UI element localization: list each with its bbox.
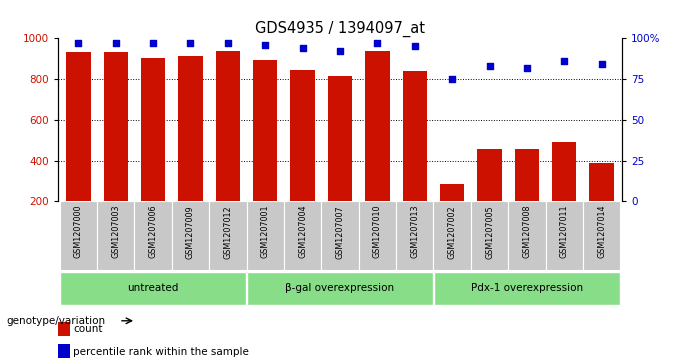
Point	[409, 44, 420, 49]
Point	[522, 65, 532, 70]
Text: genotype/variation: genotype/variation	[7, 316, 106, 326]
Text: GSM1207003: GSM1207003	[112, 205, 120, 258]
Bar	[471, 201, 508, 270]
Text: GSM1207007: GSM1207007	[335, 205, 345, 258]
Bar	[248, 272, 432, 305]
Bar	[284, 201, 322, 270]
Point	[148, 40, 158, 46]
Bar	[66, 52, 90, 242]
Bar	[583, 201, 620, 270]
Bar	[508, 201, 545, 270]
Point	[297, 45, 308, 51]
Title: GDS4935 / 1394097_at: GDS4935 / 1394097_at	[255, 21, 425, 37]
Bar	[545, 201, 583, 270]
Bar	[58, 344, 70, 359]
Text: GSM1207005: GSM1207005	[485, 205, 494, 258]
Point	[596, 61, 607, 67]
Bar	[358, 201, 396, 270]
Bar	[253, 60, 277, 242]
Bar	[103, 52, 128, 242]
Bar	[209, 201, 247, 270]
Text: GSM1207006: GSM1207006	[149, 205, 158, 258]
Bar	[590, 163, 614, 242]
Text: Pdx-1 overexpression: Pdx-1 overexpression	[471, 283, 583, 293]
Bar	[477, 150, 502, 242]
Text: GSM1207000: GSM1207000	[74, 205, 83, 258]
Bar	[247, 201, 284, 270]
Bar	[61, 272, 245, 305]
Bar	[435, 272, 619, 305]
Text: GSM1207001: GSM1207001	[260, 205, 270, 258]
Bar	[328, 76, 352, 242]
Bar	[365, 52, 390, 242]
Text: GSM1207002: GSM1207002	[447, 205, 457, 258]
Bar	[440, 184, 464, 242]
Text: β-gal overexpression: β-gal overexpression	[286, 283, 394, 293]
Point	[335, 48, 345, 54]
Point	[73, 40, 84, 46]
Bar	[433, 201, 471, 270]
Text: GSM1207014: GSM1207014	[597, 205, 606, 258]
Bar	[396, 201, 433, 270]
Bar	[403, 71, 427, 242]
Bar	[172, 201, 209, 270]
Text: GSM1207009: GSM1207009	[186, 205, 195, 258]
Bar	[135, 201, 172, 270]
Bar	[290, 70, 315, 242]
Text: GSM1207010: GSM1207010	[373, 205, 382, 258]
Point	[372, 40, 383, 46]
Bar	[58, 322, 70, 336]
Text: GSM1207013: GSM1207013	[410, 205, 420, 258]
Bar	[552, 142, 577, 242]
Point	[110, 40, 121, 46]
Text: GSM1207012: GSM1207012	[223, 205, 233, 258]
Point	[185, 40, 196, 46]
Bar	[178, 57, 203, 242]
Bar	[322, 201, 358, 270]
Bar	[60, 201, 97, 270]
Bar	[97, 201, 135, 270]
Point	[559, 58, 570, 64]
Point	[222, 40, 233, 46]
Bar	[216, 52, 240, 242]
Text: count: count	[73, 324, 103, 334]
Text: untreated: untreated	[127, 283, 179, 293]
Point	[447, 76, 458, 82]
Bar	[515, 150, 539, 242]
Text: GSM1207008: GSM1207008	[522, 205, 531, 258]
Text: GSM1207011: GSM1207011	[560, 205, 568, 258]
Bar	[141, 57, 165, 242]
Point	[260, 42, 271, 48]
Text: percentile rank within the sample: percentile rank within the sample	[73, 347, 250, 357]
Point	[484, 63, 495, 69]
Text: GSM1207004: GSM1207004	[298, 205, 307, 258]
